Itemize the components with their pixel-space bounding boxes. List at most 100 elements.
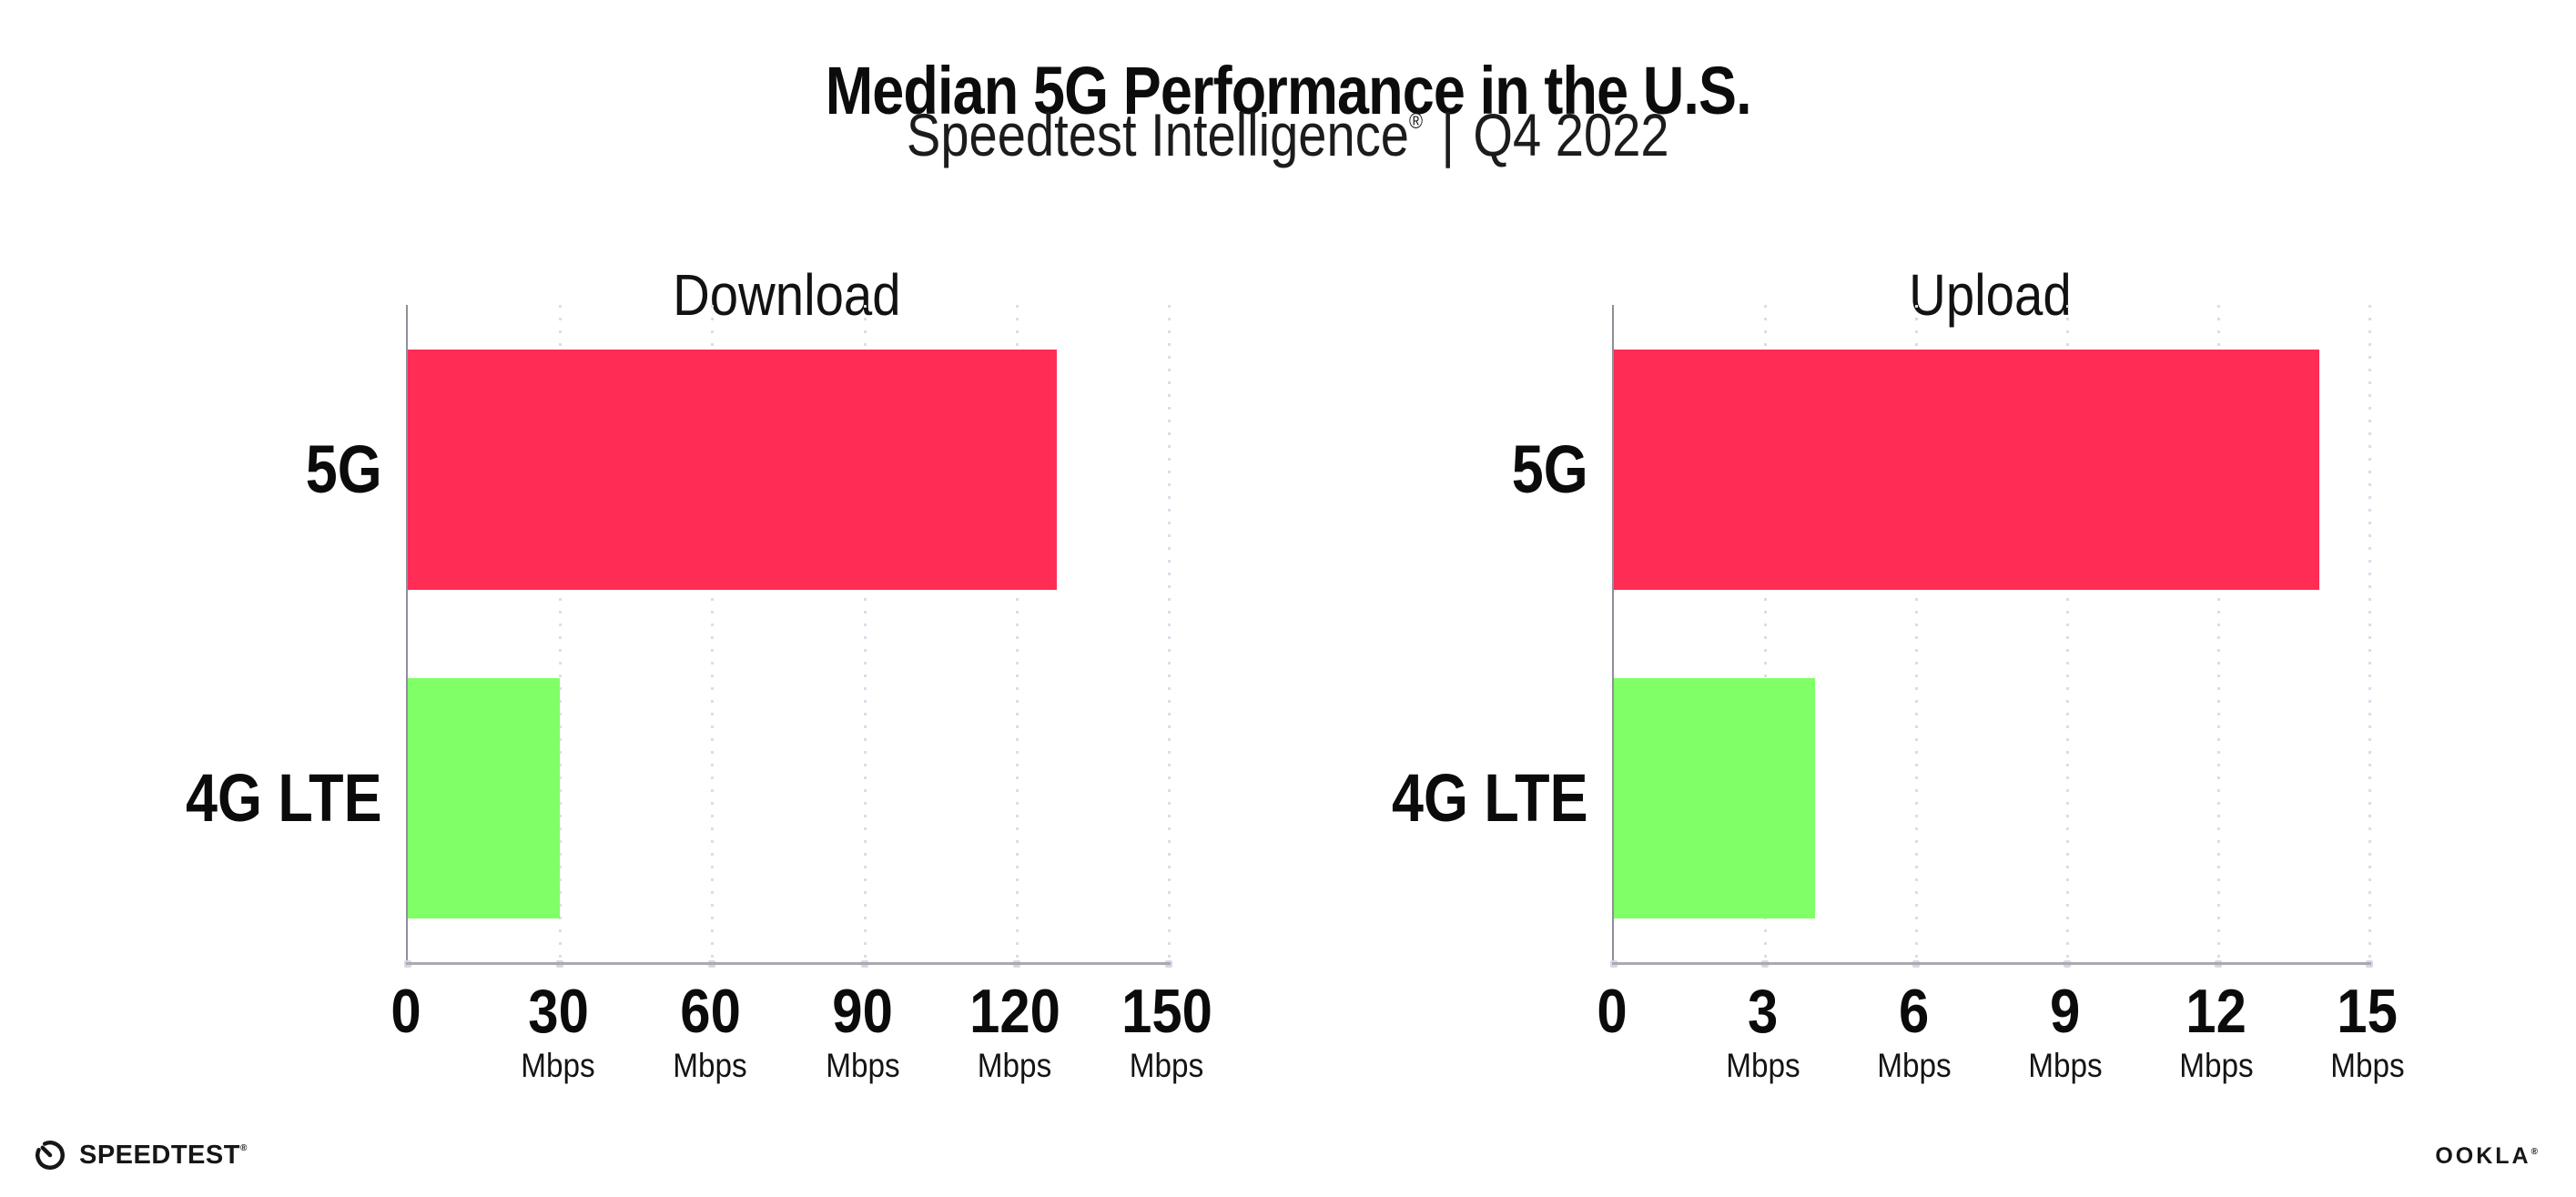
tick-unit: Mbps — [1115, 1048, 1218, 1084]
download-chart-title: Download — [672, 262, 901, 329]
tick-unit-text: Mbps — [978, 1047, 1052, 1084]
tick-value: 90 — [821, 977, 903, 1046]
tick-unit-text: Mbps — [2179, 1047, 2254, 1084]
tick-unit: Mbps — [1722, 1048, 1804, 1084]
tick-unit: Mbps — [963, 1048, 1066, 1084]
tick-value-text: 90 — [832, 977, 893, 1046]
tick-value: 6 — [1873, 977, 1955, 1046]
upload-chart-title: Upload — [1908, 262, 2072, 329]
axis-tick-dot — [556, 960, 564, 968]
speedtest-wordmark: SPEEDTEST® — [79, 1140, 248, 1170]
axis-tick-dot — [1912, 960, 1920, 968]
axis-tick-dot — [708, 960, 716, 968]
download-plot-area: 5G 4G LTE — [186, 305, 1172, 968]
gridline-9-mbps — [2066, 305, 2069, 962]
category-label-5g: 5G — [1498, 431, 1588, 507]
category-label-text: 4G LTE — [1392, 759, 1588, 836]
axis-tick-dot — [1165, 960, 1172, 968]
axis-tick-dot — [2366, 960, 2373, 968]
category-label-text: 5G — [306, 431, 382, 507]
tick-unit-text: Mbps — [2028, 1047, 2103, 1084]
gridline-6-mbps — [1915, 305, 1918, 962]
tick-15: 15 Mbps — [2327, 977, 2409, 1084]
bar-4g-lte-download — [408, 677, 561, 918]
registered-mark-icon: ® — [239, 1142, 248, 1153]
gridline-120-mbps — [1015, 305, 1019, 962]
tick-value-text: 0 — [1597, 977, 1628, 1046]
axis-tick-dot — [2064, 960, 2071, 968]
tick-value: 9 — [2024, 977, 2106, 1046]
tick-value: 60 — [669, 980, 751, 1042]
bar-5g-upload — [1614, 349, 2319, 590]
page-subtitle: Speedtest Intelligence® | Q4 2022 — [0, 87, 2576, 169]
axis-tick-dot — [2215, 960, 2222, 968]
axis-tick-dot — [404, 960, 411, 968]
gridline-3-mbps — [1764, 305, 1767, 962]
tick-unit-text: Mbps — [1726, 1047, 1800, 1084]
page-title-text: Median 5G Performance in the U.S. — [825, 52, 1751, 128]
tick-12: 12 Mbps — [2175, 977, 2257, 1084]
tick-30: 30 Mbps — [517, 977, 599, 1084]
tick-unit-text: Mbps — [825, 1047, 900, 1084]
tick-value-text: 150 — [1121, 977, 1212, 1046]
tick-value-text: 12 — [2186, 977, 2247, 1046]
subtitle-brand: Speedtest Intelligence — [907, 101, 1410, 168]
tick-unit: Mbps — [1873, 1048, 1955, 1084]
tick-unit: Mbps — [2175, 1048, 2257, 1084]
tick-unit: Mbps — [2024, 1048, 2106, 1084]
download-x-axis: 0 30 Mbps 60 Mbps 90 Mbps 120 Mbps 150 Mbps — [390, 977, 1212, 1100]
axis-tick-dot — [1012, 960, 1020, 968]
subtitle-separator: | — [1441, 101, 1455, 168]
tick-value-text: 6 — [1899, 977, 1930, 1046]
tick-unit-text: Mbps — [1877, 1047, 1952, 1084]
ookla-wordmark: OOKLA — [2435, 1143, 2531, 1169]
tick-value-text: 15 — [2337, 977, 2399, 1046]
gridline-12-mbps — [2217, 305, 2220, 962]
gridline-60-mbps — [711, 305, 715, 962]
tick-value-text: 0 — [390, 977, 421, 1046]
gridline-15-mbps — [2368, 305, 2371, 962]
tick-value: 30 — [517, 977, 599, 1046]
tick-value: 15 — [2327, 977, 2409, 1046]
bar-4g-lte-upload — [1614, 677, 1816, 918]
tick-3: 3 Mbps — [1722, 977, 1804, 1084]
bar-5g-download — [408, 349, 1058, 590]
registered-mark-icon: ® — [1409, 109, 1424, 134]
subtitle-period: Q4 2022 — [1473, 101, 1669, 168]
category-label-text: 5G — [1512, 431, 1588, 507]
tick-value: 12 — [2175, 977, 2257, 1046]
page-title: Median 5G Performance in the U.S. — [0, 52, 2576, 128]
ookla-logo: OOKLA® — [2435, 1143, 2538, 1170]
gridline-30-mbps — [559, 305, 563, 962]
upload-x-axis: 0 3 Mbps 6 Mbps 9 Mbps 12 Mbps 15 Mbps — [1597, 977, 2404, 1100]
axis-tick-dot — [1761, 960, 1769, 968]
tick-unit: Mbps — [2327, 1048, 2409, 1084]
tick-unit: Mbps — [669, 1048, 751, 1084]
tick-value: 0 — [1595, 977, 1629, 1046]
category-label-4g-lte: 4G LTE — [151, 759, 382, 836]
category-label-5g: 5G — [292, 431, 382, 507]
category-label-text: 4G LTE — [186, 759, 382, 836]
gridline-150-mbps — [1168, 305, 1171, 962]
gridline-90-mbps — [863, 305, 867, 962]
axis-tick-dot — [860, 960, 868, 968]
gauge-icon — [35, 1141, 65, 1170]
tick-0: 0 — [389, 977, 423, 1046]
tick-value-text: 9 — [2050, 977, 2081, 1046]
tick-90: 90 Mbps — [821, 977, 903, 1084]
tick-value-text: 3 — [1748, 977, 1779, 1046]
tick-value: 0 — [389, 977, 423, 1046]
tick-60: 60 Mbps — [669, 980, 751, 1084]
tick-unit: Mbps — [821, 1048, 903, 1084]
tick-value-text: 30 — [527, 977, 589, 1046]
tick-value: 3 — [1722, 977, 1804, 1046]
axis-tick-dot — [1610, 960, 1618, 968]
subtitle-text: Speedtest Intelligence® | Q4 2022 — [907, 87, 1669, 169]
tick-120: 120 Mbps — [963, 977, 1066, 1084]
tick-value-text: 120 — [969, 977, 1060, 1046]
tick-unit-text: Mbps — [2330, 1047, 2405, 1084]
tick-unit-text: Mbps — [521, 1047, 595, 1084]
tick-value: 120 — [963, 977, 1066, 1046]
tick-value: 150 — [1115, 977, 1218, 1046]
